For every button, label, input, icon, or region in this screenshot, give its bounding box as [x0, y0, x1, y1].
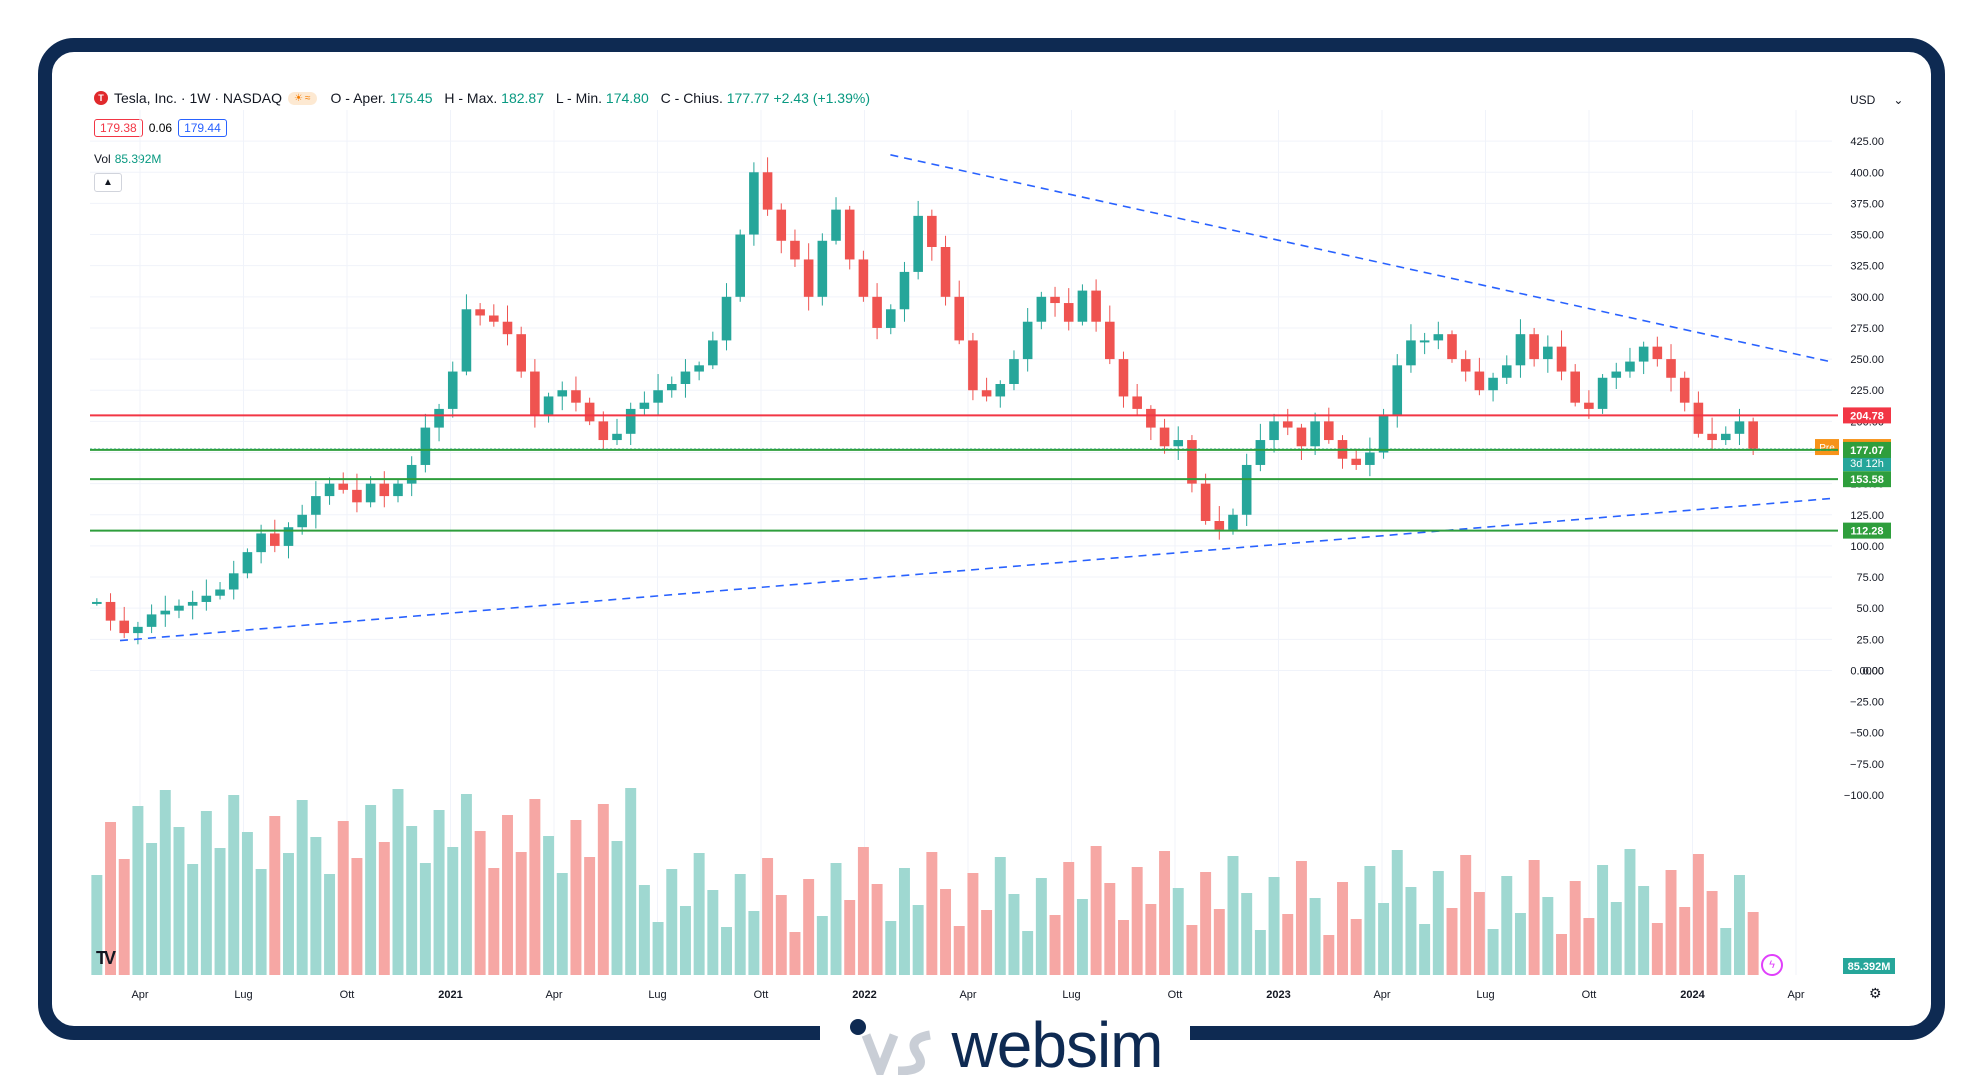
status-badges[interactable]: ☀ ≈ — [288, 91, 317, 105]
sun-icon: ☀ — [294, 92, 304, 104]
settings-gear-icon[interactable]: ⚙ — [1869, 985, 1882, 1001]
websim-brand: websim — [820, 1009, 1190, 1081]
price-change: +2.43 (+1.39%) — [773, 90, 870, 106]
symbol-title[interactable]: Tesla, Inc. · 1W · NASDAQ — [114, 90, 283, 106]
tradingview-logo: TV — [96, 948, 116, 968]
chart-header: T Tesla, Inc. · 1W · NASDAQ ☀ ≈ O - Aper.… — [94, 90, 870, 106]
tesla-logo-icon: T — [94, 91, 108, 105]
currency-selector[interactable]: USD ⌄ — [1850, 93, 1904, 107]
bid-price[interactable]: 179.38 — [94, 119, 143, 137]
spread-value: 0.06 — [148, 121, 173, 135]
websim-logo-icon — [848, 1015, 938, 1075]
ohlc-readout: O - Aper. 175.45 H - Max. 182.87 L - Min… — [330, 90, 870, 106]
lightning-icon[interactable]: ϟ — [1761, 954, 1783, 976]
bid-ask: 179.38 0.06 179.44 — [94, 119, 227, 137]
wave-icon: ≈ — [305, 92, 311, 104]
chevron-down-icon: ⌄ — [1893, 93, 1904, 107]
volume-legend: Vol 85.392M — [94, 152, 162, 166]
chevron-up-icon[interactable]: ▲ — [94, 173, 122, 192]
brand-name: websim — [951, 1009, 1164, 1081]
ask-price[interactable]: 179.44 — [178, 119, 227, 137]
chart-frame — [38, 38, 1945, 1040]
